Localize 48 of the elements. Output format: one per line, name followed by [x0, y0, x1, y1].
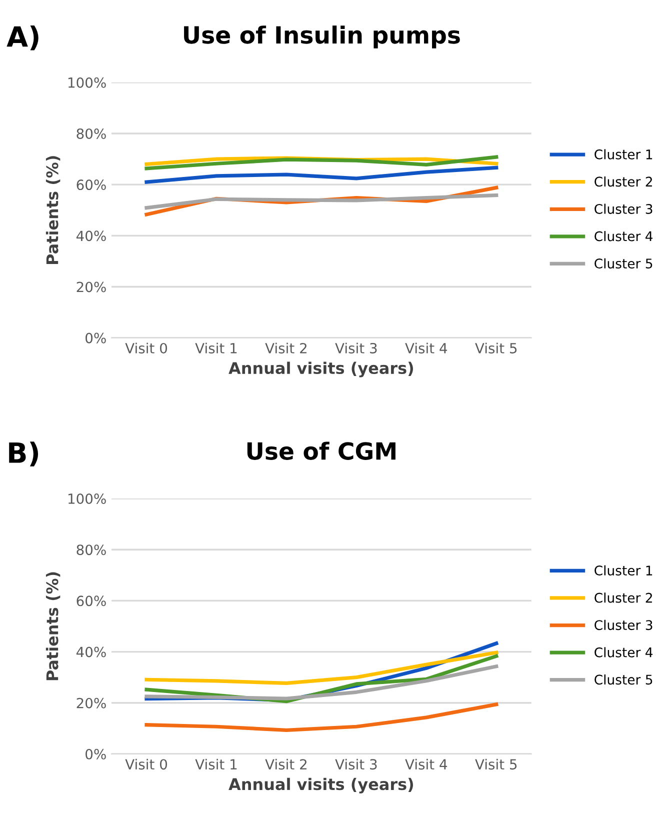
x-tick-label: Visit 0 [125, 342, 168, 354]
y-tick-label: 40% [76, 230, 106, 242]
y-tick-label: 20% [76, 282, 106, 292]
y-tick-label: 0% [86, 748, 106, 760]
line-series [144, 194, 498, 210]
x-tick-label: Visit 2 [265, 758, 306, 770]
legend-label: Cluster 5 [594, 674, 652, 685]
y-tick-label: 20% [76, 698, 106, 708]
line-series [144, 650, 498, 686]
text: A) [6, 26, 38, 50]
y-axis-title: Patients (%) [46, 156, 60, 264]
x-tick-label: Visit 4 [405, 342, 448, 354]
x-tick-label: Visit 2 [265, 342, 306, 354]
y-tick-label: 40% [76, 646, 106, 658]
x-tick-label: Visit 5 [475, 758, 517, 770]
x-tick-label: Visit 5 [475, 342, 517, 354]
x-tick-label: Visit 0 [125, 758, 168, 770]
chart-title: Use of CGM [247, 442, 396, 460]
y-tick-label: 80% [76, 544, 106, 556]
y-axis-title: Patients (%) [46, 572, 60, 680]
y-tick-label: 0% [86, 332, 106, 344]
text: B) [9, 442, 38, 466]
legend-label: Cluster 4 [594, 231, 653, 242]
x-tick-label: Visit 3 [335, 342, 377, 354]
legend-label: Cluster 3 [594, 204, 652, 214]
x-tick-label: Visit 4 [405, 758, 448, 770]
x-tick-label: Visit 3 [335, 758, 377, 770]
line-series [144, 702, 498, 732]
legend-label: Cluster 5 [594, 258, 652, 269]
x-axis-title: Annual visits (years) [228, 362, 413, 378]
legend-label: Cluster 1 [594, 565, 652, 576]
line-series [144, 664, 498, 700]
legend-label: Cluster 2 [594, 176, 652, 187]
legend-label: Cluster 2 [594, 592, 652, 603]
y-tick-label: 100% [68, 493, 106, 504]
y-tick-label: 80% [76, 128, 106, 139]
line-series [144, 166, 498, 184]
legend-label: Cluster 3 [594, 620, 652, 630]
x-tick-label: Visit 1 [195, 342, 237, 354]
chart-title: Use of Insulin pumps [184, 26, 460, 48]
legend-label: Cluster 1 [594, 149, 652, 160]
x-axis-title: Annual visits (years) [228, 778, 413, 794]
legend-label: Cluster 4 [594, 647, 653, 658]
y-tick-label: 100% [68, 77, 106, 88]
y-tick-label: 60% [76, 180, 106, 190]
line-series [144, 155, 498, 170]
x-tick-label: Visit 1 [195, 758, 237, 770]
y-tick-label: 60% [76, 596, 106, 606]
